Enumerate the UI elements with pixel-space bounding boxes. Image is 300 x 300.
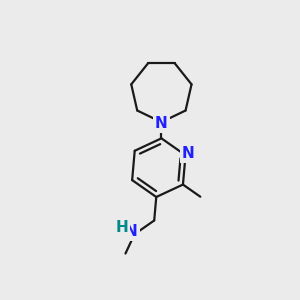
Text: H: H	[116, 220, 128, 235]
Text: N: N	[182, 146, 194, 161]
Text: N: N	[125, 224, 138, 239]
Text: N: N	[155, 116, 168, 131]
